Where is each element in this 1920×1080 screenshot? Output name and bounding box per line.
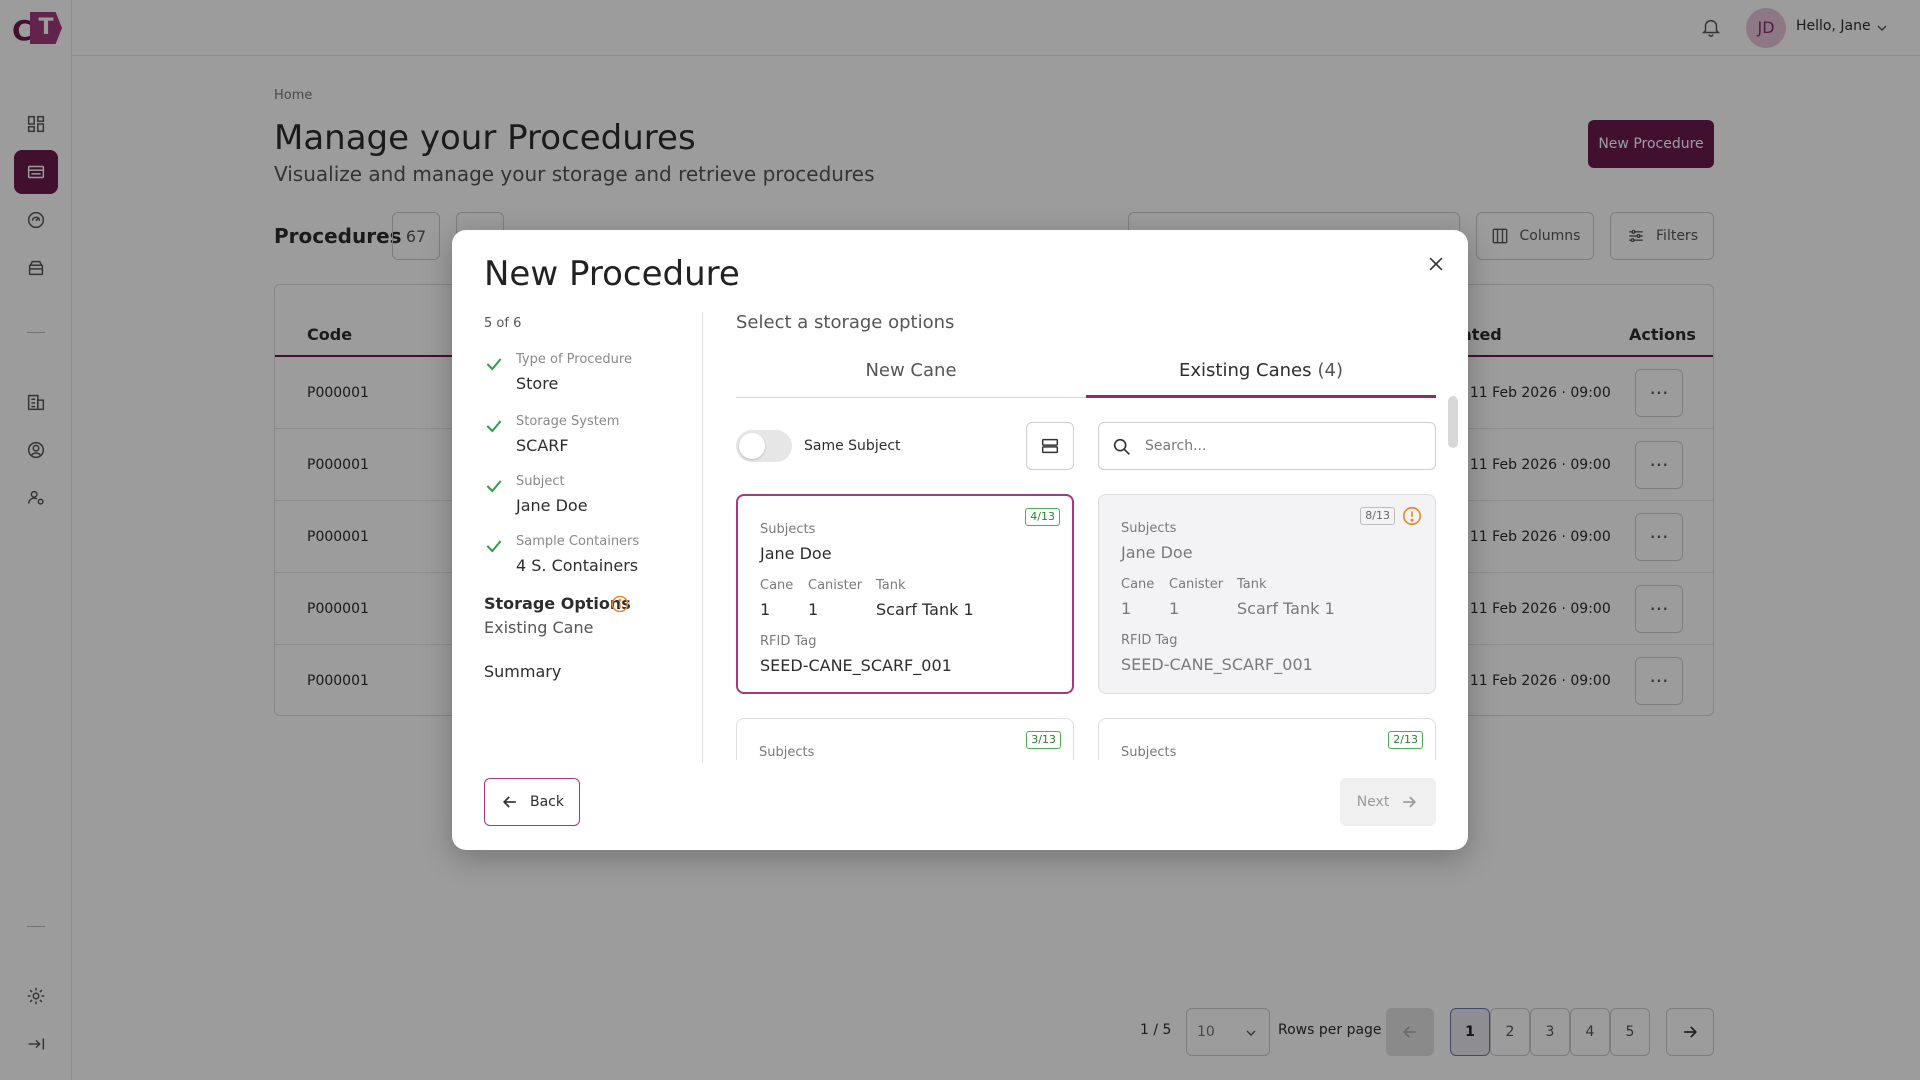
close-button[interactable] [1422,250,1450,278]
step-storage-options[interactable]: Storage Options Existing Cane [484,594,631,637]
toggle-knob [739,433,765,459]
step-summary[interactable]: Summary [484,662,562,681]
warning-icon [1402,506,1422,526]
nav-facilities[interactable] [14,380,58,424]
arrow-left-icon [502,796,516,808]
row-actions-button[interactable]: ··· [1635,585,1683,633]
info-icon[interactable] [610,594,630,614]
column-header-actions: Actions [1629,325,1696,344]
cane-cards-list: 4/13 Subjects Jane Doe Cane 1 Canister 1… [736,494,1436,760]
row-actions-button[interactable]: ··· [1635,657,1683,705]
back-button[interactable]: Back [484,778,580,826]
user-settings-icon [27,490,44,505]
nav-users[interactable] [14,476,58,520]
cane-card[interactable]: 8/13 Subjects Jane Doe Cane 1 Canister 1… [1098,494,1436,694]
list-view-icon [1041,438,1059,454]
search-input[interactable] [1145,433,1425,459]
scrollbar[interactable] [1448,396,1458,448]
page-title: Manage your Procedures [274,118,696,158]
chevron-down-icon [1246,1030,1256,1036]
page-button-2[interactable]: 2 [1490,1008,1530,1056]
breadcrumb[interactable]: Home [274,88,313,103]
nav-separator [27,332,45,333]
column-header-code[interactable]: Code [307,325,353,344]
tab-new-cane[interactable]: New Cane [865,360,957,381]
view-toggle-button[interactable] [1026,422,1074,470]
capacity-badge: 8/13 [1360,507,1395,525]
sidebar: C T [0,0,72,1080]
building-icon [27,394,45,411]
table-row[interactable]: P000001 , 11 Feb 2026 · 09:00 ··· [275,645,1713,715]
procedures-count: 67 [392,212,440,260]
capacity-badge: 3/13 [1026,731,1061,749]
bell-icon[interactable] [1700,16,1722,38]
prev-page-button[interactable] [1386,1008,1434,1056]
filters-button[interactable]: Filters [1610,212,1714,260]
page-indicator: 1 / 5 [1140,1022,1172,1038]
storage-tabs: New Cane Existing Canes (4) [736,356,1436,398]
row-actions-button[interactable]: ··· [1635,441,1683,489]
next-page-button[interactable] [1666,1008,1714,1056]
arrow-right-icon [1684,1026,1698,1038]
cane-card[interactable]: 4/13 Subjects Jane Doe Cane 1 Canister 1… [736,494,1074,694]
page-button-5[interactable]: 5 [1610,1008,1650,1056]
page-button-3[interactable]: 3 [1530,1008,1570,1056]
check-icon [486,358,502,371]
topbar [72,0,1920,56]
nav-dashboard[interactable] [14,102,58,146]
procedures-icon [27,165,45,179]
section-title: Select a storage options [736,312,955,333]
columns-button[interactable]: Columns [1476,212,1594,260]
rows-per-page-select[interactable]: 10 [1186,1008,1270,1056]
user-circle-icon [27,441,45,459]
new-procedure-modal: New Procedure 5 of 6 Type of Procedure S… [452,230,1468,850]
step-counter: 5 of 6 [484,316,522,331]
nav-subjects[interactable] [14,428,58,472]
check-icon [486,480,502,493]
next-button[interactable]: Next [1340,778,1436,826]
capacity-badge: 2/13 [1388,731,1423,749]
nav-storage[interactable] [14,246,58,290]
settings-icon [27,987,45,1005]
tab-existing-canes[interactable]: Existing Canes (4) [1086,356,1436,398]
same-subject-toggle[interactable] [736,430,792,462]
nav-monitor[interactable] [14,198,58,242]
check-icon [486,540,502,553]
procedures-heading: Procedures [274,224,402,248]
nav-separator [27,926,45,927]
dashboard-icon [27,115,45,133]
stepper-divider [702,312,703,762]
search-icon [1113,438,1130,455]
rows-per-page-label: Rows per page [1278,1022,1382,1038]
row-actions-button[interactable]: ··· [1635,369,1683,417]
filters-icon [1629,229,1643,243]
close-icon [1429,257,1443,271]
nav-collapse[interactable] [14,1022,58,1066]
new-procedure-button[interactable]: New Procedure [1588,120,1714,168]
columns-icon [1492,228,1507,244]
page-button-4[interactable]: 4 [1570,1008,1610,1056]
cane-card[interactable]: 2/13 Subjects [1098,718,1436,760]
column-header-created[interactable]: ated [1461,325,1502,344]
arrow-right-icon [1403,796,1417,808]
row-actions-button[interactable]: ··· [1635,513,1683,561]
arrow-left-icon [1402,1026,1416,1038]
storage-icon [28,260,44,276]
chevron-down-icon[interactable] [1874,20,1890,36]
page-subtitle: Visualize and manage your storage and re… [274,162,875,186]
page-button-1[interactable]: 1 [1450,1008,1490,1056]
same-subject-label: Same Subject [804,438,901,454]
user-greeting[interactable]: Hello, Jane [1796,18,1871,34]
nav-procedures[interactable] [14,150,58,194]
gauge-icon [27,211,45,229]
modal-title: New Procedure [484,254,740,294]
cane-search [1098,422,1436,470]
collapse-icon [28,1038,45,1050]
check-icon [486,420,502,433]
cane-card[interactable]: 3/13 Subjects [736,718,1074,760]
capacity-badge: 4/13 [1025,508,1060,526]
app-logo[interactable]: C T [10,10,62,47]
avatar[interactable]: JD [1746,8,1786,48]
nav-settings[interactable] [14,974,58,1018]
